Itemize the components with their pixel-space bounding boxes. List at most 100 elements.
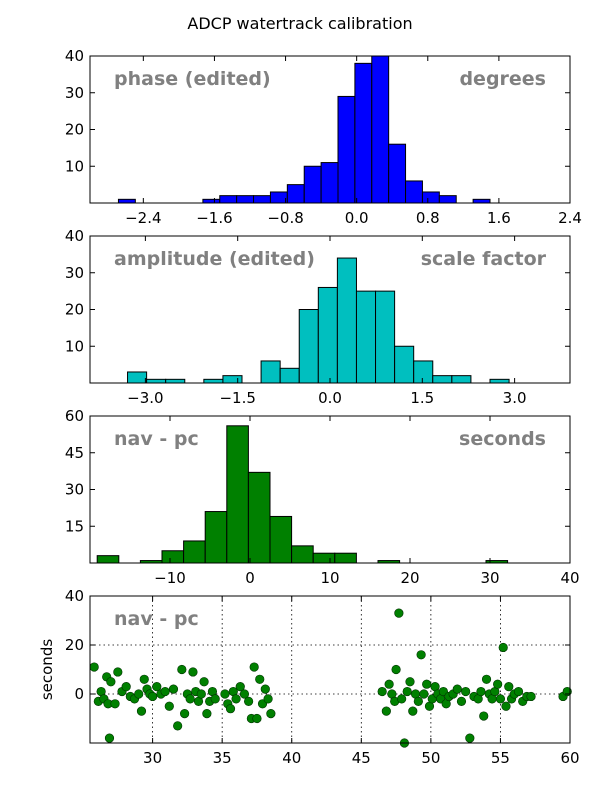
scatter-point: [377, 686, 387, 697]
scatter-point: [413, 696, 423, 706]
y-axis-label: seconds: [38, 639, 56, 700]
scatter-point: [456, 696, 467, 706]
scatter-point: [225, 704, 236, 714]
y-tick-label: 20: [65, 301, 84, 319]
x-tick-label: 35: [213, 749, 232, 767]
histogram-bar: [146, 378, 167, 384]
scatter-point: [513, 686, 524, 697]
annotation-left: phase (edited): [114, 68, 271, 90]
scatter-point: [180, 708, 190, 719]
histogram-bar: [127, 371, 148, 384]
scatter-point: [239, 689, 250, 699]
scatter-point: [136, 706, 147, 716]
x-tick-label: 3.0: [503, 389, 527, 407]
x-tick-label: −1.6: [196, 209, 232, 227]
scatter-point: [148, 691, 158, 702]
x-tick-label: 50: [421, 749, 440, 767]
histogram-bar: [298, 309, 319, 384]
x-tick-label: 1.5: [410, 389, 434, 407]
histogram-bar: [432, 375, 453, 384]
scatter-point: [139, 674, 149, 684]
histogram-bar: [203, 378, 224, 384]
y-tick-label: 30: [65, 84, 84, 102]
scatter-point: [160, 686, 170, 697]
scatter-point: [188, 667, 198, 677]
scatter-point: [152, 682, 162, 692]
annotation-left: amplitude (edited): [114, 248, 315, 270]
annotation-left: nav - pc: [114, 428, 199, 450]
panel-2: −3.0 −1.5 0.0 1.5 3.0 10 20 30 40 amplitude (edit…: [65, 227, 571, 407]
x-tick-label: 40: [560, 569, 579, 587]
scatter-point: [461, 686, 471, 697]
scatter-point: [416, 650, 426, 660]
scatter-point: [498, 642, 508, 653]
histogram-bar: [247, 471, 271, 564]
histogram-bar: [371, 55, 390, 204]
histogram-bar: [303, 165, 322, 204]
histogram-bar: [117, 198, 136, 204]
histogram-bar: [260, 360, 281, 384]
histogram-bar: [405, 180, 423, 204]
scatter-point: [526, 691, 536, 702]
scatter-point: [419, 689, 429, 699]
scatter-point: [196, 689, 206, 699]
x-tick-label: 2.4: [558, 209, 582, 227]
scatter-point: [495, 694, 506, 704]
scatter-point: [408, 706, 418, 716]
scatter-point: [452, 684, 462, 694]
axes-frame: [89, 595, 571, 744]
panel-4: 30 35 40 45 50 55 60 0 20 40 nav - pc seconds: [38, 587, 580, 767]
histogram-bar: [96, 555, 120, 564]
histogram-bar: [269, 191, 288, 204]
scatter-point: [113, 667, 123, 677]
annotation-right: degrees: [459, 68, 546, 90]
histogram-bar: [336, 257, 357, 384]
scatter-point: [199, 677, 209, 687]
figure-title: ADCP watertrack calibration: [187, 14, 412, 33]
scatter-point: [134, 689, 144, 699]
x-tick-label: −2.4: [125, 209, 161, 227]
histogram-bar: [202, 198, 221, 204]
scatter-point: [255, 674, 265, 684]
y-tick-label: 40: [65, 47, 84, 65]
x-tick-label: 30: [143, 749, 162, 767]
histogram-bar: [489, 378, 510, 384]
scatter-point: [104, 733, 115, 743]
y-tick-label: 40: [65, 587, 84, 605]
scatter-point: [106, 677, 116, 687]
histogram-bar: [355, 290, 377, 384]
y-tick-label: 0: [74, 685, 84, 703]
scatter-point: [493, 679, 503, 689]
histogram-bar: [320, 162, 339, 204]
scatter-point: [164, 701, 174, 711]
histogram-bar: [388, 143, 407, 204]
scatter-point: [260, 684, 270, 694]
x-tick-label: 1.6: [487, 209, 511, 227]
histogram-bar: [334, 552, 357, 564]
scatter-point: [397, 694, 407, 704]
y-tick-label: 15: [65, 517, 84, 535]
scatter-point: [384, 679, 394, 689]
histogram-bar: [375, 290, 396, 384]
x-tick-label: 30: [480, 569, 499, 587]
scatter-point: [173, 721, 183, 731]
y-tick-label: 30: [65, 481, 84, 499]
panel-1: −2.4 −1.6 −0.8 0.0 0.8 1.6 2.4 10 20 30 40 phase (e…: [65, 47, 582, 227]
histogram-bar: [291, 545, 314, 564]
y-tick-label: 60: [65, 407, 84, 425]
histogram-bar: [165, 378, 186, 384]
histogram-bar: [451, 375, 472, 384]
y-tick-label: 10: [65, 157, 84, 175]
x-tick-label: 0: [245, 569, 255, 587]
scatter-point: [252, 713, 262, 724]
scatter-point: [210, 694, 220, 704]
x-tick-label: 20: [400, 569, 419, 587]
x-tick-label: 0.0: [345, 209, 369, 227]
scatter-point: [504, 682, 514, 692]
scatter-point: [231, 694, 241, 704]
scatter-point: [481, 674, 492, 684]
scatter-point: [465, 733, 475, 743]
scatter-point: [479, 711, 489, 721]
scatter-point: [121, 682, 131, 692]
